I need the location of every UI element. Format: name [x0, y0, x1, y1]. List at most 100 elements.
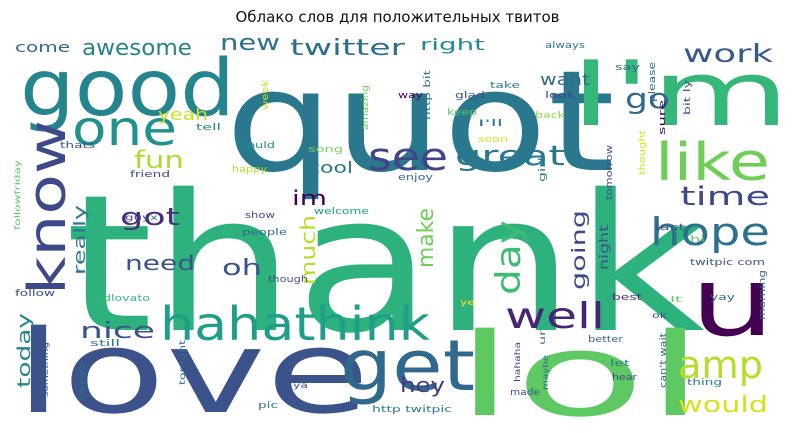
- word-sure: sure: [658, 99, 668, 135]
- word-still: still: [90, 339, 120, 349]
- word-bit-ly: bit ly: [683, 79, 693, 115]
- word-i-ll: I'll: [478, 119, 503, 129]
- word-guy: guy: [125, 213, 150, 222]
- word-hahathink: hahathink: [160, 297, 430, 351]
- word-right: right: [420, 35, 485, 54]
- word-look: look: [545, 91, 576, 101]
- word-hahaha: hahaha: [513, 342, 522, 382]
- word-soon: soon: [478, 135, 508, 145]
- word-girl: girl: [538, 157, 548, 182]
- word-really: really: [70, 205, 89, 275]
- word-say: say: [615, 63, 641, 73]
- word-week: week: [261, 79, 271, 110]
- word-always: always: [545, 41, 585, 51]
- word-got: got: [120, 203, 180, 231]
- word-awesome: awesome: [82, 36, 192, 61]
- word-friend: friend: [130, 170, 170, 180]
- word-oh: oh: [222, 256, 262, 281]
- word-could: could: [240, 141, 275, 151]
- word-see: see: [368, 135, 448, 179]
- word-would: would: [678, 393, 768, 418]
- word-http-bit: http bit: [423, 69, 433, 120]
- word-though: though: [268, 275, 308, 285]
- word-tonight: tonight: [178, 340, 187, 385]
- word-last: last: [655, 223, 686, 233]
- word-ur: ur: [538, 329, 547, 345]
- word-keep: keep: [447, 108, 477, 118]
- word-song: song: [308, 145, 343, 155]
- word-im: im: [292, 186, 327, 210]
- word-best: best: [612, 293, 643, 303]
- word-let: let: [610, 359, 631, 369]
- word-hear: hear: [612, 373, 637, 383]
- word-going: going: [568, 210, 590, 290]
- word-back: back: [535, 111, 566, 121]
- word-go: go: [625, 82, 670, 115]
- word-ok: ok: [652, 311, 668, 320]
- word-twitpic-com: twitpic com: [690, 258, 765, 268]
- word-followfriday: followfriday: [13, 160, 22, 230]
- word-can-t-wait: can't wait: [659, 332, 669, 388]
- word-great: great: [455, 139, 565, 172]
- word-new: new: [220, 31, 280, 56]
- word-need: need: [125, 251, 195, 275]
- word-maybe: maybe: [541, 355, 550, 390]
- word-follow: follow: [15, 289, 55, 299]
- word-lol: lol: [455, 309, 705, 433]
- word-know: know: [18, 120, 78, 295]
- word-people: people: [242, 228, 288, 238]
- word-night: night: [597, 225, 611, 270]
- word-tomorrow: tomorrow: [605, 145, 615, 200]
- word-take: take: [490, 81, 521, 91]
- word-fun: fun: [134, 146, 184, 174]
- word-please: please: [648, 61, 658, 102]
- word-x: x: [150, 213, 158, 222]
- word-thing: thing: [687, 378, 722, 388]
- word-lt: lt: [670, 295, 682, 304]
- word-time: time: [680, 182, 770, 212]
- word-come: come: [15, 40, 70, 56]
- word-welcome: welcome: [314, 207, 370, 217]
- word-cool: cool: [308, 158, 353, 177]
- word-yeah: yeah: [158, 105, 208, 124]
- word-better: better: [588, 335, 623, 345]
- word-get: get: [340, 325, 475, 407]
- word-glad: glad: [455, 91, 485, 101]
- word-thought: thought: [638, 129, 648, 175]
- word-way: way: [398, 91, 424, 101]
- word-hi: hi: [690, 235, 705, 245]
- word-http-twitpic: http twitpic: [372, 405, 452, 415]
- word-much: much: [296, 215, 320, 285]
- word-good: good: [20, 44, 235, 134]
- word-pic: pic: [258, 401, 278, 411]
- word-thats: thats: [60, 141, 95, 151]
- word-i-m: I'm: [570, 42, 790, 147]
- word-something: something: [41, 342, 50, 397]
- word-enjoy: enjoy: [398, 173, 434, 183]
- word-tweet: tweet: [78, 364, 88, 400]
- word-made: made: [510, 388, 541, 398]
- word-ya: ya: [293, 381, 308, 390]
- chart-title: Облако слов для положительных твитов: [235, 8, 560, 26]
- word-ye: ye: [460, 298, 475, 307]
- word-one: one: [72, 101, 177, 157]
- word-ddlovato: ddlovato: [95, 294, 151, 304]
- word-today: today: [14, 313, 35, 388]
- word-u: u: [690, 248, 775, 358]
- word-happy: happy: [232, 165, 268, 175]
- word-nice: nice: [80, 319, 155, 344]
- word-love: love: [15, 306, 370, 433]
- word-like: like: [655, 133, 770, 193]
- word-hey: hey: [400, 373, 445, 397]
- word-twitter: twitter: [290, 36, 406, 61]
- word-amazing: amazing: [361, 85, 371, 130]
- word-hope: hope: [650, 210, 770, 254]
- word-amp: amp: [678, 343, 763, 387]
- word-work: work: [683, 39, 774, 68]
- word-make: make: [414, 208, 439, 268]
- word-well: well: [505, 296, 605, 337]
- word-morning: morning: [758, 270, 768, 320]
- word-yay: yay: [710, 293, 736, 303]
- word-show: show: [245, 211, 275, 221]
